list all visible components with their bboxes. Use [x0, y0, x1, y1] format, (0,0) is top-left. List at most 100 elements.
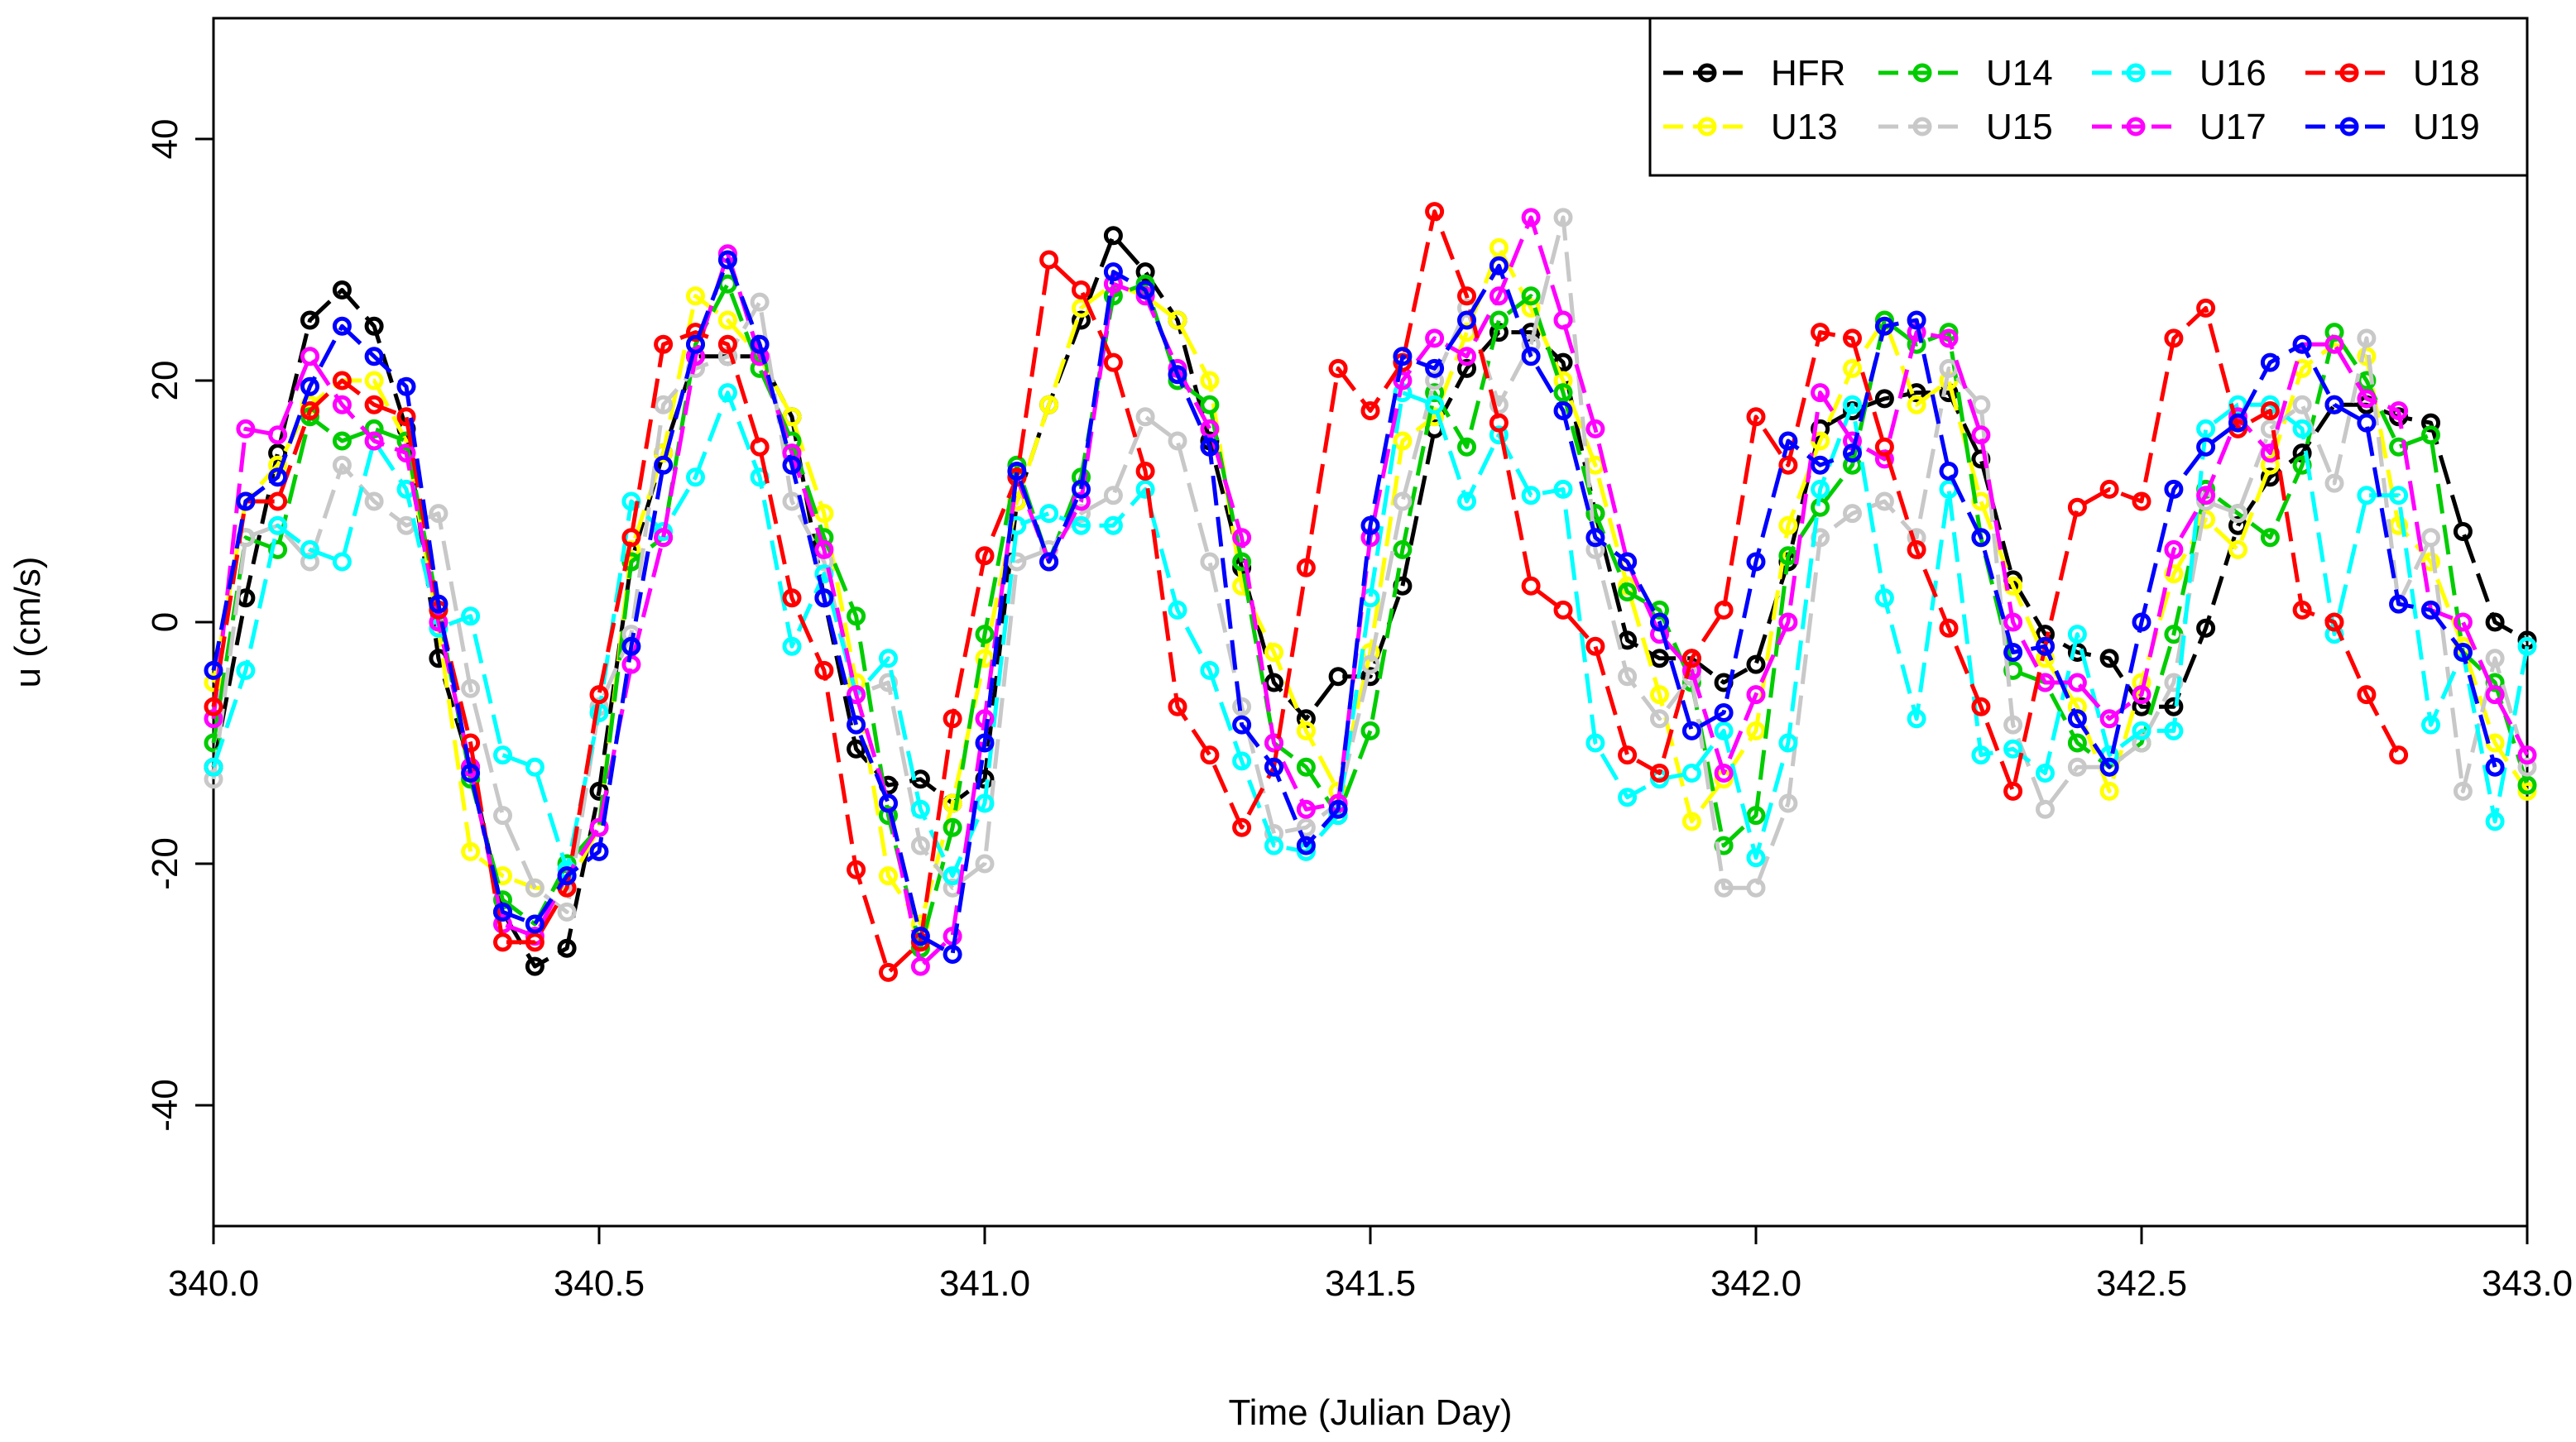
- data-point-hfr: [1650, 649, 1669, 668]
- legend-marker: [1697, 63, 1717, 83]
- data-point-u15: [2292, 395, 2312, 414]
- y-tick-label: 40: [145, 119, 185, 160]
- data-point-u16: [1264, 836, 1283, 855]
- data-point-u17: [1296, 799, 1316, 819]
- data-point-u16: [1971, 745, 1991, 765]
- data-point-u15: [975, 854, 995, 874]
- data-point-u18: [2099, 479, 2119, 499]
- data-point-u19: [1103, 262, 1123, 282]
- data-point-u19: [879, 793, 898, 813]
- data-point-u16: [717, 383, 737, 403]
- data-point-u15: [2517, 757, 2537, 777]
- data-point-u19: [1681, 721, 1701, 740]
- data-point-u16: [2164, 721, 2184, 740]
- data-point-u16: [1457, 491, 1476, 511]
- data-point-u15: [1425, 371, 1445, 390]
- data-point-u18: [204, 697, 223, 716]
- x-tick-label: 341.5: [1325, 1263, 1416, 1304]
- data-point-u17: [1746, 685, 1766, 705]
- series-line-u18: [211, 209, 2401, 975]
- data-point-u16: [2421, 715, 2440, 735]
- y-tick-label: -20: [145, 837, 185, 890]
- data-point-u15: [1200, 552, 1220, 572]
- data-point-u15: [332, 455, 352, 475]
- data-point-u17: [204, 709, 223, 729]
- data-point-u16: [1200, 660, 1220, 680]
- data-point-u15: [879, 673, 898, 692]
- data-point-u17: [1585, 419, 1605, 438]
- y-axis-title: u (cm/s): [7, 557, 48, 688]
- data-point-u19: [589, 841, 609, 861]
- data-point-u18: [1425, 202, 1445, 222]
- data-point-u19: [1939, 462, 1959, 481]
- data-point-u17: [332, 395, 352, 414]
- data-point-u15: [1296, 817, 1316, 837]
- data-point-u18: [782, 588, 802, 608]
- data-point-u18: [2357, 685, 2377, 705]
- data-point-u17: [2485, 685, 2505, 705]
- data-point-u15: [1585, 539, 1605, 559]
- data-point-u19: [654, 455, 674, 475]
- data-point-u18: [2132, 491, 2151, 511]
- data-point-u15: [1553, 208, 1573, 228]
- data-point-u19: [2164, 479, 2184, 499]
- data-point-hfr: [2485, 612, 2505, 632]
- y-axis: -40 -20 0 20 40: [145, 119, 213, 1132]
- y-tick-label: 0: [145, 612, 185, 632]
- data-point-u19: [717, 250, 737, 270]
- legend-item-u18: U18: [2305, 53, 2480, 93]
- data-point-u18: [1553, 600, 1573, 620]
- data-point-u19: [1907, 310, 1926, 330]
- data-point-u18: [525, 932, 544, 952]
- data-point-u19: [2324, 395, 2344, 414]
- data-point-u18: [1585, 636, 1605, 656]
- data-point-u18: [1907, 539, 1926, 559]
- series-layer: [204, 202, 2537, 982]
- data-point-u19: [2389, 594, 2409, 614]
- data-point-u16: [1425, 395, 1445, 414]
- data-point-u18: [2196, 298, 2216, 318]
- data-point-hfr: [2132, 697, 2151, 716]
- legend-label: U16: [2199, 53, 2267, 93]
- data-point-u16: [1072, 515, 1091, 535]
- data-point-u19: [2099, 757, 2119, 777]
- series-line-u19: [211, 257, 2497, 956]
- data-point-u14: [879, 806, 898, 826]
- data-point-u13: [1843, 358, 1862, 378]
- data-point-u13: [1393, 431, 1413, 451]
- data-point-u15: [750, 292, 770, 312]
- data-point-u15: [1007, 552, 1027, 572]
- series-line-u14: [211, 281, 2530, 951]
- data-point-u17: [2357, 389, 2377, 409]
- data-point-u15: [1103, 486, 1123, 505]
- data-point-u17: [1425, 328, 1445, 348]
- data-point-u15: [2067, 757, 2087, 777]
- data-point-u14: [2067, 733, 2087, 753]
- data-point-u18: [1232, 817, 1252, 837]
- legend-marker: [1697, 117, 1717, 137]
- data-point-u18: [461, 733, 481, 753]
- data-point-hfr: [2099, 649, 2119, 668]
- data-point-u14: [1585, 504, 1605, 524]
- data-point-u13: [2099, 781, 2119, 801]
- data-point-u16: [1135, 479, 1155, 499]
- legend-label: HFR: [1771, 53, 1845, 93]
- data-point-hfr: [364, 316, 384, 336]
- legend-item-u19: U19: [2305, 107, 2480, 147]
- data-point-u19: [2067, 709, 2087, 729]
- data-point-u14: [1296, 757, 1316, 777]
- data-point-u15: [2453, 781, 2473, 801]
- data-point-u19: [2132, 612, 2151, 632]
- data-point-u14: [2324, 323, 2344, 343]
- data-point-u18: [814, 660, 834, 680]
- data-point-u18: [396, 407, 416, 427]
- data-point-hfr: [2067, 643, 2087, 662]
- data-point-u19: [1168, 365, 1187, 385]
- series-hfr: [204, 226, 2537, 976]
- y-tick-label: -40: [145, 1079, 185, 1132]
- data-point-u14: [975, 625, 995, 644]
- data-point-u14: [1425, 383, 1445, 403]
- data-point-u18: [364, 395, 384, 414]
- data-point-u19: [300, 376, 319, 396]
- data-point-u14: [847, 606, 866, 626]
